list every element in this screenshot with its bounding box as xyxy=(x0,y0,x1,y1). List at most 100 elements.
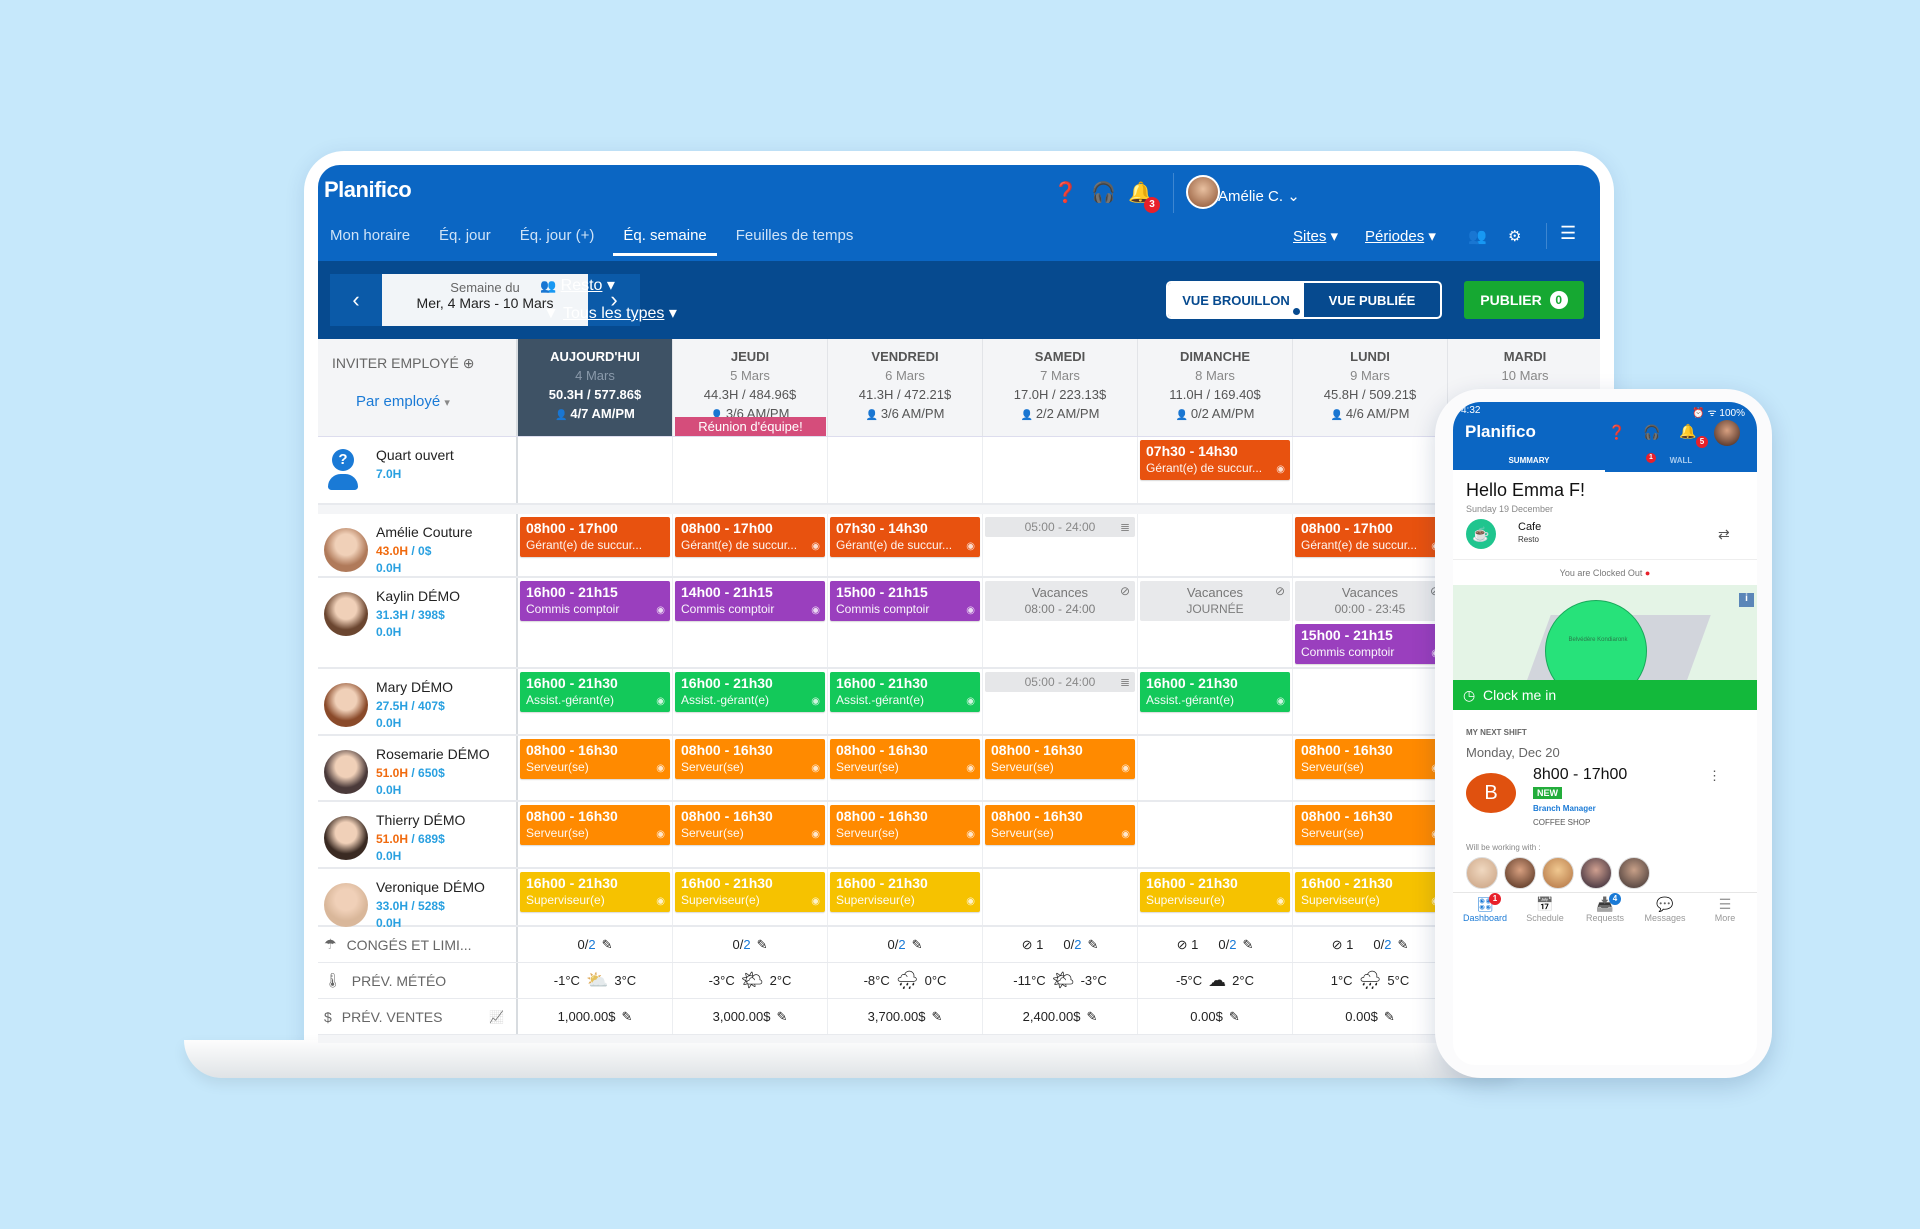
switch-site-icon[interactable]: ⇄ xyxy=(1718,526,1730,542)
published-view-button[interactable]: VUE PUBLIÉE xyxy=(1328,292,1416,308)
schedule-cell[interactable]: 07h30 - 14h30 Gérant(e) de succur... ◉ xyxy=(828,514,983,576)
day-header[interactable]: VENDREDI 6 Mars 41.3H / 472.21$ 👤 3/6 AM/PM xyxy=(828,339,983,436)
employee-info[interactable]: Amélie Couture 43.0H / 0$ 0.0H xyxy=(318,514,518,576)
day-header[interactable]: AUJOURD'HUI 4 Mars 50.3H / 577.86$ 👤 4/7 AM… xyxy=(518,339,673,436)
leave-block[interactable]: Vacances JOURNÉE ⊘ xyxy=(1140,581,1290,621)
leave-cell[interactable]: 0/2 ✎ xyxy=(673,927,828,962)
weather-cell[interactable]: -8°C 🌧 0°C xyxy=(828,963,983,998)
headset-icon[interactable]: 🎧 xyxy=(1643,424,1661,440)
leave-cell[interactable]: 0/2 ✎ xyxy=(828,927,983,962)
team-icon[interactable]: 👥 xyxy=(1468,228,1487,245)
pencil-icon[interactable]: ✎ xyxy=(756,936,768,952)
schedule-cell[interactable]: 08h00 - 16h30 Serveur(se) ◉ xyxy=(518,802,673,867)
leave-block[interactable]: Vacances 08:00 - 24:00 ⊘ xyxy=(985,581,1135,621)
shift-block[interactable]: 16h00 - 21h30 Superviseur(e) ◉ xyxy=(1140,872,1290,912)
leave-cell[interactable]: ⊘ 1 0/2 ✎ xyxy=(983,927,1138,962)
employee-info[interactable]: Mary DÉMO 27.5H / 407$ 0.0H xyxy=(318,669,518,734)
shift-block[interactable]: 16h00 - 21h30 Superviseur(e) ◉ xyxy=(520,872,670,912)
schedule-cell[interactable]: 05:00 - 24:00 ≣ xyxy=(983,669,1138,734)
schedule-cell[interactable]: 08h00 - 16h30 Serveur(se) ◉ xyxy=(828,802,983,867)
sites-dropdown[interactable]: Sites ▾ xyxy=(1293,228,1339,245)
weather-cell[interactable]: -11°C 🌤 -3°C xyxy=(983,963,1138,998)
schedule-cell[interactable]: 05:00 - 24:00 ≣ xyxy=(983,514,1138,576)
schedule-cell[interactable]: 08h00 - 16h30 Serveur(se) ◉ xyxy=(828,736,983,800)
sales-cell[interactable]: 2,400.00$ ✎ xyxy=(983,999,1138,1034)
nav-more[interactable]: ☰ More xyxy=(1695,896,1755,923)
shift-block[interactable]: 16h00 - 21h30 Assist.-gérant(e) ◉ xyxy=(675,672,825,712)
tab-4[interactable]: Feuilles de temps xyxy=(735,227,854,244)
site-filter[interactable]: 👥 Resto ▾ xyxy=(540,277,615,294)
nav-messages[interactable]: 💬 Messages xyxy=(1635,896,1695,923)
availability-block[interactable]: 05:00 - 24:00 ≣ xyxy=(985,672,1135,692)
shift-block[interactable]: 16h00 - 21h30 Assist.-gérant(e) ◉ xyxy=(1140,672,1290,712)
schedule-cell[interactable]: 16h00 - 21h15 Commis comptoir ◉ xyxy=(518,578,673,667)
employee-info[interactable]: Kaylin DÉMO 31.3H / 398$ 0.0H xyxy=(318,578,518,667)
day-header[interactable]: DIMANCHE 8 Mars 11.0H / 169.40$ 👤 0/2 AM/PM xyxy=(1138,339,1293,436)
schedule-cell[interactable]: Vacances 08:00 - 24:00 ⊘ xyxy=(983,578,1138,667)
weather-cell[interactable]: -5°C ☁ 2°C xyxy=(1138,963,1293,998)
schedule-cell[interactable]: Vacances JOURNÉE ⊘ xyxy=(1138,578,1293,667)
schedule-cell[interactable] xyxy=(1293,437,1448,503)
tab-summary[interactable]: SUMMARY xyxy=(1453,452,1605,472)
shift-block[interactable]: 16h00 - 21h30 Assist.-gérant(e) ◉ xyxy=(520,672,670,712)
schedule-cell[interactable]: 14h00 - 21h15 Commis comptoir ◉ xyxy=(673,578,828,667)
shift-block[interactable]: 16h00 - 21h30 Assist.-gérant(e) ◉ xyxy=(830,672,980,712)
draft-view-button[interactable]: VUE BROUILLON xyxy=(1168,283,1304,317)
pencil-icon[interactable]: ✎ xyxy=(1397,936,1409,952)
leave-cell[interactable]: 0/2 ✎ xyxy=(518,927,673,962)
group-by-dropdown[interactable]: Par employé ▾ xyxy=(356,393,450,410)
app-logo[interactable]: Planifico xyxy=(324,177,412,202)
employee-info[interactable]: Veronique DÉMO 33.0H / 528$ 0.0H xyxy=(318,869,518,930)
headset-icon[interactable]: 🎧 xyxy=(1091,182,1116,204)
pencil-icon[interactable]: ✎ xyxy=(601,936,613,952)
schedule-cell[interactable] xyxy=(983,437,1138,503)
nav-dashboard[interactable]: 🎛 Dashboard 1 xyxy=(1455,893,1515,923)
location-map[interactable]: Belvédère Kondiaronk i xyxy=(1453,585,1757,680)
publish-button[interactable]: PUBLIER 0 xyxy=(1464,281,1584,319)
schedule-cell[interactable]: 08h00 - 17h00 Gérant(e) de succur... xyxy=(518,514,673,576)
clock-in-button[interactable]: ◷ Clock me in xyxy=(1453,680,1757,710)
menu-icon[interactable]: ☰ xyxy=(1560,223,1577,243)
coworker-avatar[interactable] xyxy=(1466,857,1498,889)
shift-block[interactable]: 16h00 - 21h15 Commis comptoir ◉ xyxy=(520,581,670,621)
sales-cell[interactable]: 3,000.00$ ✎ xyxy=(673,999,828,1034)
weather-cell[interactable]: -1°C ⛅ 3°C xyxy=(518,963,673,998)
shift-block[interactable]: 08h00 - 17h00 Gérant(e) de succur... xyxy=(520,517,670,557)
chart-icon[interactable]: 📈 xyxy=(489,1009,504,1024)
next-week-button[interactable]: › xyxy=(588,274,640,326)
info-icon[interactable]: i xyxy=(1739,593,1754,607)
pencil-icon[interactable]: ✎ xyxy=(1087,936,1099,952)
periods-dropdown[interactable]: Périodes ▾ xyxy=(1365,228,1436,245)
week-selector[interactable]: Semaine du Mer, 4 Mars - 10 Mars xyxy=(382,274,588,326)
shift-block[interactable]: 16h00 - 21h30 Superviseur(e) ◉ xyxy=(830,872,980,912)
schedule-cell[interactable] xyxy=(1293,669,1448,734)
sales-cell[interactable]: 1,000.00$ ✎ xyxy=(518,999,673,1034)
user-menu[interactable]: Amélie C. ⌄ xyxy=(1218,188,1300,205)
day-event-badge[interactable]: Réunion d'équipe! xyxy=(675,417,826,436)
employee-info[interactable]: Thierry DÉMO 51.0H / 689$ 0.0H xyxy=(318,802,518,867)
schedule-cell[interactable]: 08h00 - 16h30 Serveur(se) ◉ xyxy=(518,736,673,800)
schedule-cell[interactable] xyxy=(983,869,1138,925)
schedule-cell[interactable]: Vacances 00:00 - 23:45 ⊘ 15h00 - 21h15 Commi… xyxy=(1293,578,1448,667)
pencil-icon[interactable]: ✎ xyxy=(911,936,923,952)
tab-3[interactable]: Éq. semaine xyxy=(613,227,720,256)
schedule-cell[interactable]: 16h00 - 21h30 Assist.-gérant(e) ◉ xyxy=(673,669,828,734)
nav-schedule[interactable]: 📅 Schedule xyxy=(1515,896,1575,923)
shift-block[interactable]: 16h00 - 21h30 Superviseur(e) ◉ xyxy=(675,872,825,912)
schedule-cell[interactable] xyxy=(673,437,828,503)
sales-cell[interactable]: 0.00$ ✎ xyxy=(1293,999,1448,1034)
tab-2[interactable]: Éq. jour (+) xyxy=(519,227,595,244)
pencil-icon[interactable]: ✎ xyxy=(1242,936,1254,952)
